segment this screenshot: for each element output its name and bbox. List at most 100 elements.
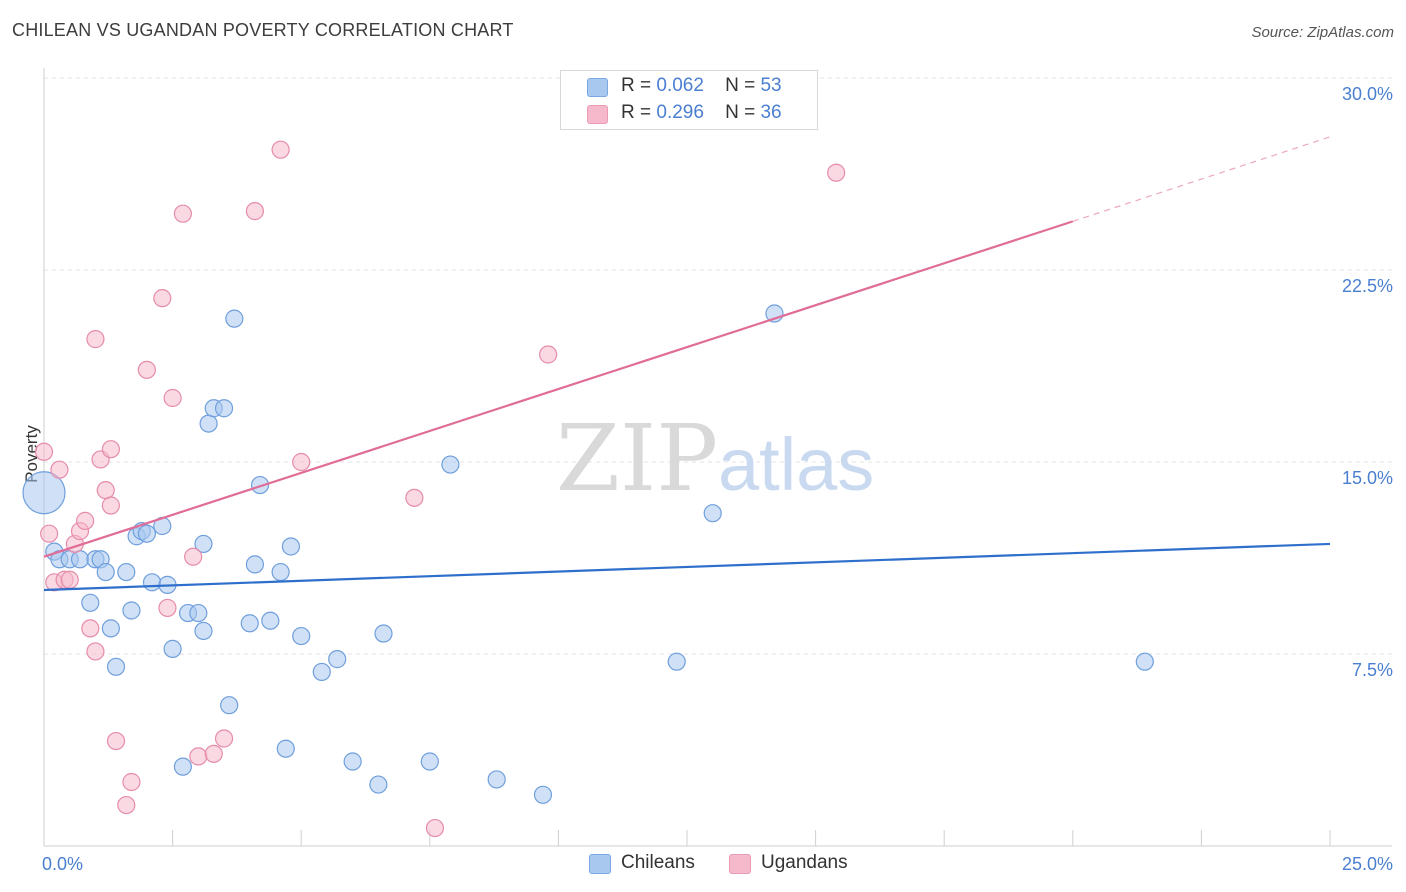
legend-n-value: 36 — [760, 102, 782, 123]
ugandan-point — [101, 496, 120, 515]
ugandan-point — [117, 795, 136, 815]
ugandan-point — [86, 642, 105, 661]
chilean-point — [703, 504, 722, 523]
chilean-point — [271, 562, 290, 582]
chilean-point — [225, 309, 244, 328]
chilean-point — [250, 475, 270, 495]
ugandan-point — [40, 524, 59, 543]
y-tick-label: 7.5% — [1352, 660, 1393, 680]
ugandan-trend-extension — [1072, 136, 1331, 222]
tick-labels: 7.5% 15.0% 22.5% 30.0% 0.0% 25.0% — [42, 84, 1393, 874]
chilean-point — [369, 775, 388, 794]
chilean-point — [70, 550, 90, 569]
chilean-point — [137, 524, 156, 543]
ugandan-point — [425, 818, 445, 838]
correlation-legend: R = 0.062 N = 53 R = 0.296 N = 36 — [560, 70, 818, 130]
bottom-legend-label-ugandans: Ugandans — [761, 852, 848, 873]
legend-n-label: N = — [725, 75, 756, 96]
ugandan-point — [86, 330, 105, 349]
ugandan-point — [76, 511, 95, 530]
chilean-point — [199, 414, 218, 433]
chilean-point — [1135, 652, 1154, 671]
ugandan-point — [96, 481, 115, 500]
ugandan-point — [245, 202, 265, 221]
ugandan-point — [153, 289, 172, 308]
legend-swatch-ugandans — [587, 105, 608, 124]
chilean-point — [292, 626, 311, 646]
chilean-point — [328, 650, 347, 669]
chilean-point — [276, 739, 295, 758]
chilean-point — [81, 593, 100, 612]
ugandan-point — [292, 452, 311, 472]
y-tick-label: 30.0% — [1342, 84, 1393, 104]
bottom-legend-swatch-ugandans — [729, 854, 751, 874]
ugandan-point — [539, 345, 558, 364]
chilean-point — [163, 639, 182, 658]
ugandan-point — [50, 460, 69, 479]
ugandan-point — [405, 488, 424, 507]
chilean-point — [281, 537, 301, 556]
trend-lines — [43, 136, 1331, 592]
watermark-zip: ZIP — [556, 405, 718, 512]
ugandan-point — [81, 619, 100, 638]
legend-n-label: N = — [725, 102, 756, 123]
chilean-point — [173, 757, 192, 776]
ugandan-point — [204, 744, 223, 763]
watermark-atlas: atlas — [718, 423, 874, 506]
y-tick-label: 22.5% — [1342, 276, 1393, 296]
ugandan-point — [60, 570, 79, 589]
chilean-point — [245, 555, 265, 574]
y-tick-label: 15.0% — [1342, 468, 1393, 488]
chilean-trend-line — [43, 542, 1331, 592]
legend-swatch-chileans — [587, 78, 608, 97]
legend-r-label: R = — [621, 102, 652, 123]
legend-r-value: 0.296 — [656, 102, 704, 123]
x-tick-label: 0.0% — [42, 854, 83, 874]
source-label: Source: ZipAtlas.com — [1251, 24, 1394, 41]
ugandan-point — [101, 440, 120, 459]
ugandan-point — [137, 360, 156, 379]
legend-r-label: R = — [621, 75, 652, 96]
chilean-point — [194, 534, 213, 554]
chilean-point — [117, 562, 136, 582]
chilean-point — [96, 562, 115, 582]
chilean-point — [101, 619, 120, 638]
ugandan-point — [173, 204, 192, 223]
watermark: ZIP atlas — [556, 405, 874, 512]
chilean-point — [214, 399, 234, 418]
ugandan-point — [122, 772, 141, 792]
chilean-point — [374, 624, 393, 643]
chilean-point — [420, 752, 439, 771]
ugandan-point — [163, 388, 182, 408]
ugandan-point — [158, 598, 177, 618]
chilean-point — [312, 662, 331, 682]
chilean-point — [122, 601, 141, 620]
chilean-point — [240, 614, 259, 633]
chilean-point — [22, 471, 66, 515]
ugandan-point — [184, 547, 203, 566]
x-tick-label: 25.0% — [1342, 854, 1393, 874]
chilean-point — [220, 696, 239, 715]
ugandan-point — [214, 729, 234, 748]
ugandan-trend-line — [43, 220, 1074, 558]
ugandan-point — [189, 747, 208, 766]
chilean-point — [343, 752, 362, 771]
chilean-point — [142, 573, 162, 592]
ugandan-point — [34, 442, 54, 461]
legend-r-value: 0.062 — [656, 75, 704, 96]
legend-n-value: 53 — [760, 75, 782, 96]
bottom-legend-swatch-chileans — [589, 854, 611, 874]
ugandan-point — [271, 140, 290, 159]
chilean-point — [441, 455, 460, 474]
chilean-point — [189, 603, 208, 623]
chilean-point — [106, 657, 126, 676]
bottom-legend-label-chileans: Chileans — [621, 852, 695, 873]
ugandan-point — [106, 731, 126, 751]
chilean-point — [667, 652, 686, 671]
ugandan-point — [827, 163, 846, 182]
chilean-point — [194, 621, 213, 641]
chart-title: CHILEAN VS UGANDAN POVERTY CORRELATION C… — [12, 20, 514, 40]
chilean-point — [533, 785, 553, 804]
chilean-point — [261, 611, 280, 630]
